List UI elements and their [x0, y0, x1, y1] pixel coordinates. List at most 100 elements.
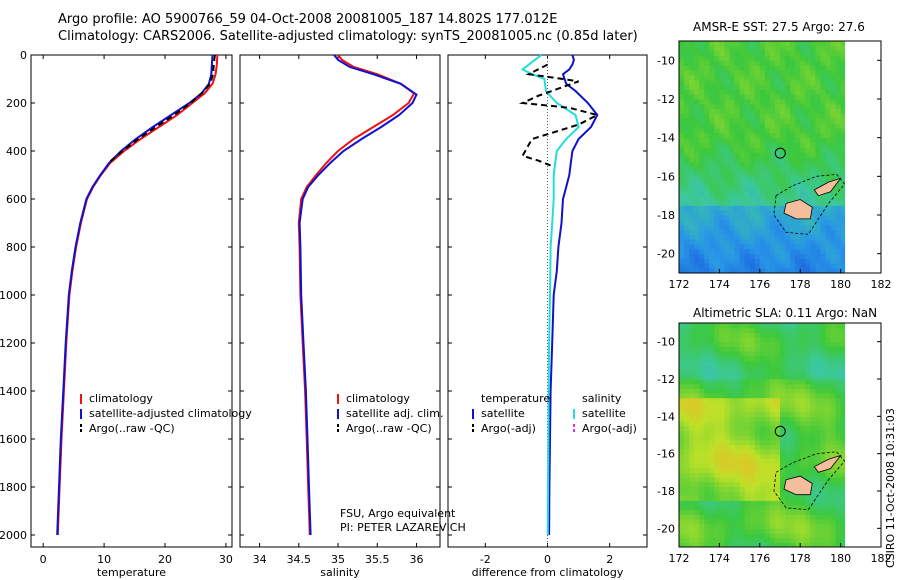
sla_map-cell [754, 481, 761, 487]
sla_map-cell [780, 374, 786, 380]
sla_map-cell [699, 365, 705, 371]
sst_map-cell [754, 79, 761, 85]
sst_map-cell [775, 108, 781, 114]
sst_map-cell [739, 79, 746, 85]
sla_map-cell [749, 458, 756, 464]
sla_map-cell [795, 393, 801, 399]
sla_map-cell [684, 519, 690, 525]
sla_map-cell [790, 514, 796, 520]
sla_map-cell [835, 323, 842, 329]
sla_map-cell [835, 491, 842, 497]
sla_map-cell [754, 537, 761, 543]
sst_map-cell [810, 244, 816, 250]
sst_map-cell [835, 219, 842, 226]
sla_map-cell [719, 323, 725, 329]
sla_map-cell [785, 327, 791, 333]
sst_map-cell [790, 103, 796, 110]
sla_map-cell [795, 351, 801, 357]
sla_map-cell [699, 388, 705, 394]
sla_map-cell [840, 500, 846, 506]
sla_map-cell [840, 383, 846, 389]
sla_map-cell [684, 509, 690, 515]
sla_map-cell [734, 388, 741, 394]
sla_map-cell [679, 332, 685, 338]
sla_map-cell [795, 327, 801, 333]
sla_map-cell [805, 542, 811, 548]
sla_map-cell [709, 439, 715, 445]
sla_map-cell [805, 346, 811, 352]
sla_map-cell [790, 435, 796, 441]
sla_map-cell [744, 491, 751, 497]
sst_map-cell [724, 215, 730, 221]
sla_map-cell [694, 467, 700, 473]
sla_map-cell [744, 407, 751, 413]
sst_map-cell [805, 65, 811, 71]
sla_map-xtick-label: 174 [709, 552, 730, 565]
sst_map-cell [704, 205, 710, 211]
temperature-legend-entry: satellite-adjusted climatology [89, 407, 252, 420]
sst_map-cell [734, 157, 741, 163]
sst_map-cell [820, 74, 826, 81]
sla_map-cell [714, 472, 720, 478]
sla_map-cell [775, 365, 781, 371]
sla_map-cell [815, 453, 821, 459]
sst_map-cell [724, 123, 730, 129]
sla_map-cell [729, 379, 735, 385]
sla_map-cell [754, 467, 761, 473]
sla_map-cell [739, 397, 746, 403]
sla_map-cell [790, 430, 796, 436]
sla_map-cell [719, 542, 725, 548]
sla_map-cell [709, 351, 715, 357]
sst_map-cell [825, 171, 831, 177]
sst_map-cell [835, 55, 842, 61]
sst_map-cell [810, 152, 816, 158]
sla_map-cell [825, 327, 831, 333]
sla_map-cell [724, 533, 730, 539]
sst_map-cell [769, 142, 776, 148]
sla_map-cell [790, 360, 796, 366]
sst_map-ytick-label: -20 [657, 248, 675, 261]
sla_map-cell [689, 341, 695, 347]
sst_map-cell [714, 219, 720, 226]
sla_map-cell [825, 402, 831, 408]
sla_map-cell [815, 537, 821, 543]
sst_map-cell [709, 137, 715, 143]
sla_map-cell [830, 523, 836, 529]
sla_map-cell [679, 528, 685, 534]
sla_map-cell [729, 444, 735, 450]
sla_map-cell [764, 327, 771, 333]
sst_map-cell [775, 41, 781, 47]
sst_map-cell [734, 244, 741, 250]
sst_map-cell [840, 142, 846, 148]
sla_map-cell [790, 449, 796, 455]
sst_map-cell [749, 215, 756, 221]
sla_map-cell [785, 514, 791, 520]
sla_map-cell [840, 458, 846, 464]
sla_map-cell [704, 379, 710, 385]
sla_map-cell [840, 360, 846, 366]
sst_map-cell [800, 118, 806, 124]
sla_map-cell [734, 509, 741, 515]
sst_map-cell [785, 79, 791, 85]
sla_map-cell [719, 379, 725, 385]
sst_map-cell [694, 263, 700, 269]
sla_map-cell [684, 416, 690, 422]
sst_map-cell [815, 74, 821, 81]
sla_map-cell [759, 332, 766, 338]
sst_map-cell [795, 142, 801, 148]
sst_map-cell [780, 186, 786, 192]
sla_map-cell [734, 486, 741, 492]
sst_map-cell [775, 229, 781, 235]
sst_map-cell [780, 65, 786, 71]
sst_map-cell [719, 65, 725, 71]
sla_map-cell [694, 388, 700, 394]
sla_map-cell [835, 505, 842, 511]
sla_map-cell [744, 453, 751, 459]
sla_map-cell [744, 416, 751, 422]
sla_map-cell [739, 323, 746, 329]
sst_map-cell [815, 99, 821, 105]
sst_map-cell [739, 176, 746, 182]
sla_map-cell [830, 528, 836, 534]
sst_map-cell [780, 142, 786, 148]
sla_map-cell [684, 472, 690, 478]
